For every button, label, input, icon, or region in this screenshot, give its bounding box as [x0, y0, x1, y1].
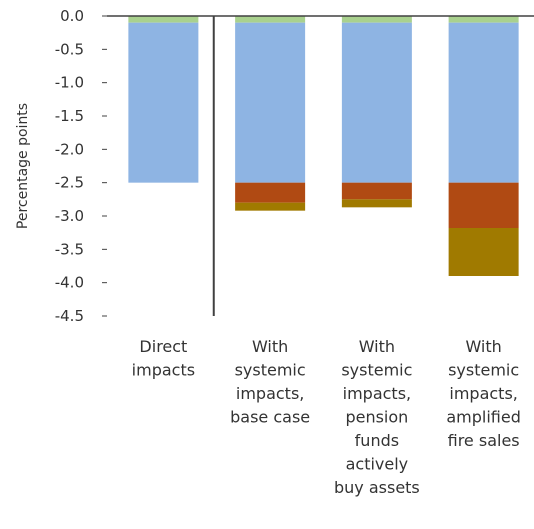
x-category-label: systemic [448, 361, 519, 380]
y-tick-label: -2.0 [55, 140, 84, 158]
y-tick-label: 0.0 [60, 7, 84, 25]
x-category-label: impacts [132, 361, 195, 380]
y-tick-label: -0.5 [55, 40, 84, 58]
y-tick-label: -4.0 [55, 274, 84, 292]
x-category-label: buy assets [334, 478, 420, 497]
bar-segment [128, 16, 199, 23]
y-tick-label: -2.5 [55, 174, 84, 192]
x-category-label: systemic [341, 361, 412, 380]
x-category-label: fire sales [448, 431, 520, 450]
x-category-label: base case [230, 408, 310, 427]
bar-segment [235, 182, 306, 203]
bar-segment [448, 22, 519, 183]
x-category-label: With [359, 337, 395, 356]
y-tick-label: -1.5 [55, 107, 84, 125]
x-category-label: With [252, 337, 288, 356]
x-category-label: actively [346, 455, 409, 474]
x-category-label: pension [345, 408, 408, 427]
bar-segment [128, 22, 199, 183]
bar-segment [448, 182, 519, 228]
x-category-label: Direct [139, 337, 187, 356]
x-category-label: impacts, [236, 384, 304, 403]
y-axis-label: Percentage points [15, 103, 31, 229]
x-category-label: impacts, [343, 384, 411, 403]
y-tick-label: -3.0 [55, 207, 84, 225]
x-category-label: funds [355, 431, 399, 450]
bar-segment [448, 16, 519, 23]
x-category-label: impacts, [449, 384, 517, 403]
bar-segment [341, 182, 412, 200]
x-category-label: amplified [446, 408, 521, 427]
bar-segment [235, 16, 306, 23]
y-tick-label: -4.5 [55, 307, 84, 325]
bar-segment [235, 202, 306, 211]
bars [128, 16, 519, 276]
x-category-label: With [465, 337, 501, 356]
bar-segment [448, 228, 519, 276]
y-axis-ticks: 0.0 -0.5 -1.0 -1.5 -2.0 -2.5 -3.0 -3.5 -4.0 -4.5 [55, 7, 107, 325]
bar-segment [235, 22, 306, 183]
bar-segment [341, 16, 412, 23]
bar-segment [341, 22, 412, 183]
y-tick-label: -3.5 [55, 240, 84, 258]
x-category-label: systemic [235, 361, 306, 380]
bar-segment [341, 199, 412, 208]
y-tick-label: -1.0 [55, 74, 84, 92]
x-axis-category-labels: Direct impacts With systemic impacts, base ca… [132, 337, 521, 497]
